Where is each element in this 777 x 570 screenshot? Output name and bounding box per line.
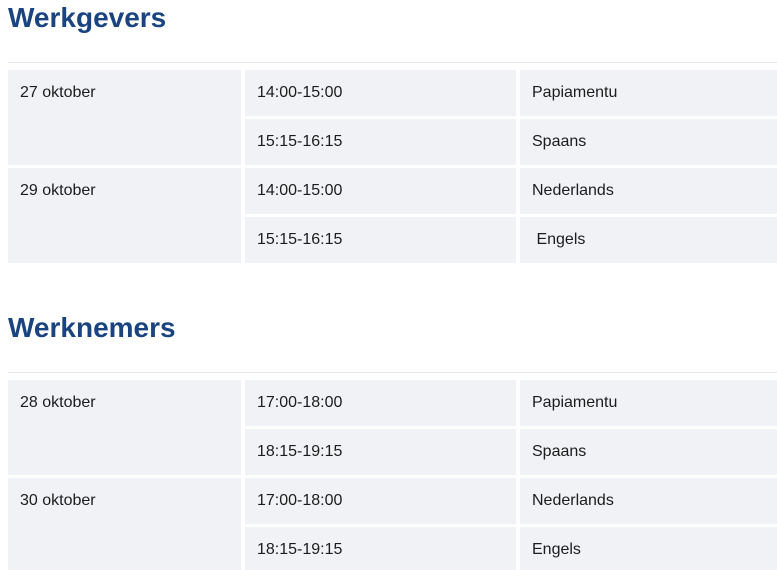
date-cell: 28 oktober [8,380,241,475]
time-cell: 15:15-16:15 [245,217,516,263]
schedule-table-werknemers: 28 oktober 17:00-18:00 Papiamentu 18:15-… [8,372,777,570]
time-cell: 15:15-16:15 [245,119,516,165]
date-cell: 27 oktober [8,70,241,165]
language-cell: Engels [520,217,777,263]
language-cell: Papiamentu [520,70,777,116]
time-cell: 17:00-18:00 [245,478,516,524]
language-cell: Spaans [520,119,777,165]
time-cell: 17:00-18:00 [245,380,516,426]
language-cell: Nederlands [520,168,777,214]
language-cell: Papiamentu [520,380,777,426]
page-title: Werknemers [8,312,176,343]
schedule-grid: 27 oktober 14:00-15:00 Papiamentu 15:15-… [8,70,777,263]
schedule-table-werkgevers: 27 oktober 14:00-15:00 Papiamentu 15:15-… [8,62,777,263]
time-cell: 18:15-19:15 [245,527,516,570]
date-cell: 30 oktober [8,478,241,570]
schedule-grid: 28 oktober 17:00-18:00 Papiamentu 18:15-… [8,380,777,570]
time-cell: 14:00-15:00 [245,70,516,116]
language-cell: Spaans [520,429,777,475]
page-title: Werkgevers [8,2,167,33]
date-cell: 29 oktober [8,168,241,263]
language-cell: Engels [520,527,777,570]
time-cell: 18:15-19:15 [245,429,516,475]
language-cell: Nederlands [520,478,777,524]
section-werknemers: Werknemers 28 oktober 17:00-18:00 Papiam… [8,311,777,570]
time-cell: 14:00-15:00 [245,168,516,214]
section-werkgevers: Werkgevers 27 oktober 14:00-15:00 Papiam… [8,1,777,263]
